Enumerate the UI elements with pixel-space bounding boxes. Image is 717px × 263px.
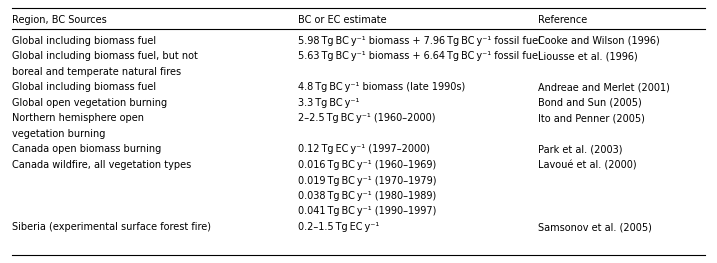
Text: 2–2.5 Tg BC y⁻¹ (1960–2000): 2–2.5 Tg BC y⁻¹ (1960–2000) [298, 114, 435, 124]
Text: vegetation burning: vegetation burning [12, 129, 105, 139]
Text: 5.98 Tg BC y⁻¹ biomass + 7.96 Tg BC y⁻¹ fossil fuel: 5.98 Tg BC y⁻¹ biomass + 7.96 Tg BC y⁻¹ … [298, 36, 541, 46]
Text: Region, BC Sources: Region, BC Sources [12, 15, 107, 25]
Text: 0.019 Tg BC y⁻¹ (1970–1979): 0.019 Tg BC y⁻¹ (1970–1979) [298, 175, 437, 185]
Text: Liousse et al. (1996): Liousse et al. (1996) [538, 52, 637, 62]
Text: Northern hemisphere open: Northern hemisphere open [12, 114, 144, 124]
Text: 0.016 Tg BC y⁻¹ (1960–1969): 0.016 Tg BC y⁻¹ (1960–1969) [298, 160, 436, 170]
Text: Bond and Sun (2005): Bond and Sun (2005) [538, 98, 642, 108]
Text: 0.2–1.5 Tg EC y⁻¹: 0.2–1.5 Tg EC y⁻¹ [298, 222, 379, 232]
Text: 0.041 Tg BC y⁻¹ (1990–1997): 0.041 Tg BC y⁻¹ (1990–1997) [298, 206, 437, 216]
Text: Ito and Penner (2005): Ito and Penner (2005) [538, 114, 645, 124]
Text: 3.3 Tg BC y⁻¹: 3.3 Tg BC y⁻¹ [298, 98, 359, 108]
Text: 4.8 Tg BC y⁻¹ biomass (late 1990s): 4.8 Tg BC y⁻¹ biomass (late 1990s) [298, 83, 465, 93]
Text: Siberia (experimental surface forest fire): Siberia (experimental surface forest fir… [12, 222, 211, 232]
Text: boreal and temperate natural fires: boreal and temperate natural fires [12, 67, 181, 77]
Text: Global open vegetation burning: Global open vegetation burning [12, 98, 167, 108]
Text: 5.63 Tg BC y⁻¹ biomass + 6.64 Tg BC y⁻¹ fossil fuel: 5.63 Tg BC y⁻¹ biomass + 6.64 Tg BC y⁻¹ … [298, 52, 541, 62]
Text: 0.12 Tg EC y⁻¹ (1997–2000): 0.12 Tg EC y⁻¹ (1997–2000) [298, 144, 430, 154]
Text: Canada open biomass burning: Canada open biomass burning [12, 144, 161, 154]
Text: BC or EC estimate: BC or EC estimate [298, 15, 386, 25]
Text: Park et al. (2003): Park et al. (2003) [538, 144, 622, 154]
Text: Lavoué et al. (2000): Lavoué et al. (2000) [538, 160, 637, 170]
Text: Samsonov et al. (2005): Samsonov et al. (2005) [538, 222, 652, 232]
Text: Reference: Reference [538, 15, 587, 25]
Text: Cooke and Wilson (1996): Cooke and Wilson (1996) [538, 36, 660, 46]
Text: Global including biomass fuel, but not: Global including biomass fuel, but not [12, 52, 198, 62]
Text: Global including biomass fuel: Global including biomass fuel [12, 36, 156, 46]
Text: Andreae and Merlet (2001): Andreae and Merlet (2001) [538, 83, 670, 93]
Text: Canada wildfire, all vegetation types: Canada wildfire, all vegetation types [12, 160, 191, 170]
Text: Global including biomass fuel: Global including biomass fuel [12, 83, 156, 93]
Text: 0.038 Tg BC y⁻¹ (1980–1989): 0.038 Tg BC y⁻¹ (1980–1989) [298, 191, 436, 201]
